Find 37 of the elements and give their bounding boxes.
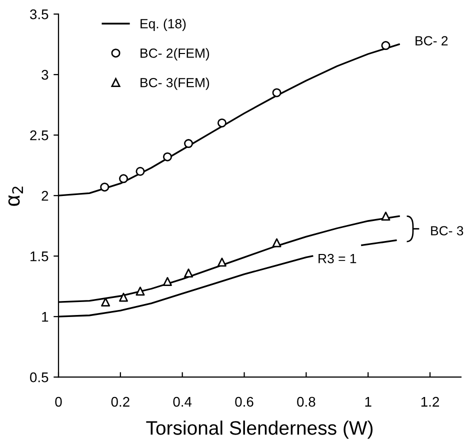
point bbox=[217, 258, 226, 267]
x-axis-title: Torsional Slenderness (W) bbox=[146, 420, 373, 439]
point bbox=[217, 118, 226, 128]
annotation: BC- 3 bbox=[431, 226, 464, 236]
x-tick-label: 0.6 bbox=[235, 396, 254, 407]
legend-label: BC- 2(FEM) bbox=[140, 48, 210, 60]
x-tick-label: 0.4 bbox=[173, 396, 192, 407]
y-tick-label: 1.5 bbox=[30, 252, 48, 262]
y-tick-label: 2 bbox=[42, 190, 48, 201]
point bbox=[272, 88, 282, 98]
legend-label: Eq. (18) bbox=[140, 18, 186, 31]
x-tick-label: 0.8 bbox=[297, 396, 316, 407]
point bbox=[136, 286, 145, 296]
point bbox=[162, 276, 172, 286]
annotation: R3 = 1 bbox=[318, 254, 356, 264]
annotation: BC- 2 bbox=[416, 36, 448, 46]
point bbox=[119, 174, 128, 184]
x-tick-label: 0.2 bbox=[111, 396, 130, 407]
y-axis-title: α$_{2}$ bbox=[8, 186, 23, 206]
y-tick-label: 0.5 bbox=[30, 372, 48, 382]
point bbox=[184, 268, 194, 278]
point bbox=[272, 238, 282, 248]
legend-label: BC- 3(FEM) bbox=[140, 78, 210, 90]
point bbox=[136, 166, 145, 176]
point bbox=[119, 292, 128, 302]
point bbox=[381, 212, 390, 221]
x-tick-label: 1.2 bbox=[421, 396, 439, 407]
x-tick-label: 1 bbox=[365, 397, 372, 407]
y-tick-label: 3 bbox=[42, 70, 48, 80]
y-tick-label: 2.5 bbox=[30, 130, 48, 140]
point bbox=[100, 182, 110, 192]
point bbox=[381, 41, 390, 50]
point bbox=[162, 152, 172, 162]
x-tick-label: 0 bbox=[55, 396, 62, 407]
point bbox=[184, 139, 194, 148]
y-tick-label: 3.5 bbox=[30, 9, 48, 20]
y-tick-label: 1 bbox=[42, 312, 48, 322]
